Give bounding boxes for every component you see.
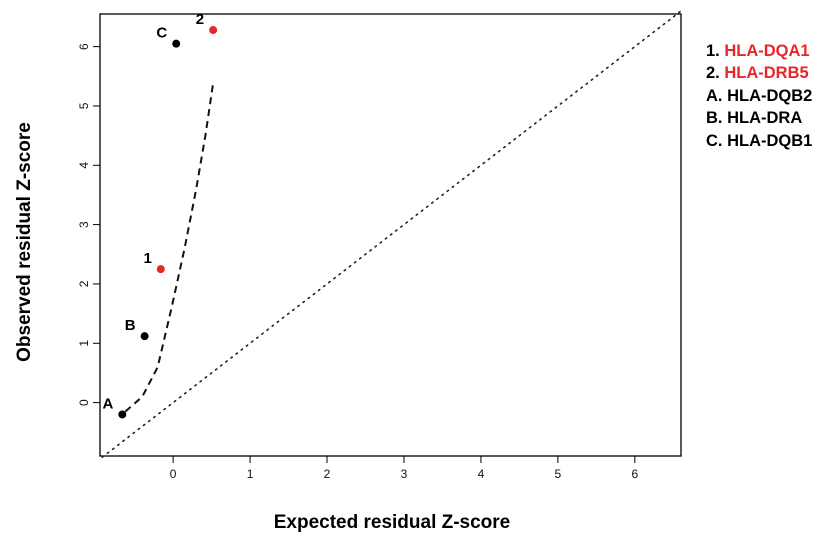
point-label: C xyxy=(156,25,167,42)
legend-item: C. HLA-DQB1 xyxy=(706,130,812,152)
dashed-curve xyxy=(124,83,215,413)
point-label: 2 xyxy=(196,11,204,28)
data-point xyxy=(118,410,127,419)
data-point xyxy=(140,332,149,341)
y-axis-title: Observed residual Z-score xyxy=(14,122,35,362)
y-tick-label: 2 xyxy=(77,280,91,287)
x-tick-label: 2 xyxy=(324,467,331,481)
legend: 1. HLA-DQA1 2. HLA-DRB5 A. HLA-DQB2 B. H… xyxy=(706,40,812,152)
legend-label: HLA-DRA xyxy=(727,109,803,128)
y-tick-label: 5 xyxy=(77,102,91,109)
legend-prefix: 2. xyxy=(706,64,725,83)
x-tick-label: 3 xyxy=(401,467,408,481)
data-point xyxy=(209,26,218,35)
data-point xyxy=(156,265,165,274)
x-tick-label: 6 xyxy=(631,467,638,481)
legend-prefix: 1. xyxy=(706,42,725,60)
y-axis: 0 1 2 3 4 5 6 xyxy=(77,43,100,406)
legend-prefix: C. xyxy=(706,131,728,150)
legend-item: B. HLA-DRA xyxy=(706,107,812,129)
x-axis-title: Expected residual Z-score xyxy=(274,512,511,533)
legend-prefix: B. xyxy=(706,109,728,128)
y-tick-label: 1 xyxy=(77,340,91,347)
legend-label: HLA-DQA1 xyxy=(724,42,810,60)
legend-prefix: A. xyxy=(706,86,728,105)
x-tick-label: 0 xyxy=(170,467,177,481)
legend-item: 2. HLA-DRB5 xyxy=(706,62,812,84)
data-points: A B 1 C 2 xyxy=(102,11,218,419)
y-tick-label: 6 xyxy=(77,43,91,50)
reference-lines xyxy=(101,10,682,458)
data-point xyxy=(172,39,181,48)
point-label: B xyxy=(125,317,136,334)
legend-item: A. HLA-DQB2 xyxy=(706,85,812,107)
point-label: 1 xyxy=(143,250,151,267)
point-label: A xyxy=(102,395,113,412)
qq-plot: 0 1 2 3 4 5 6 0 1 2 3 4 5 6 A B 1 C 2 Expected residual … xyxy=(14,10,682,533)
legend-label: HLA-DQB2 xyxy=(727,86,813,105)
y-tick-label: 4 xyxy=(77,162,91,169)
plot-frame xyxy=(99,13,682,457)
identity-line xyxy=(101,10,682,458)
x-tick-label: 1 xyxy=(247,467,254,481)
x-tick-label: 4 xyxy=(478,467,485,481)
legend-label: HLA-DQB1 xyxy=(727,131,813,150)
y-tick-label: 3 xyxy=(77,221,91,228)
y-tick-label: 0 xyxy=(77,399,91,406)
legend-item: 1. HLA-DQA1 xyxy=(706,40,812,62)
x-tick-label: 5 xyxy=(555,467,562,481)
legend-label: HLA-DRB5 xyxy=(724,64,809,83)
x-axis: 0 1 2 3 4 5 6 xyxy=(170,456,638,481)
